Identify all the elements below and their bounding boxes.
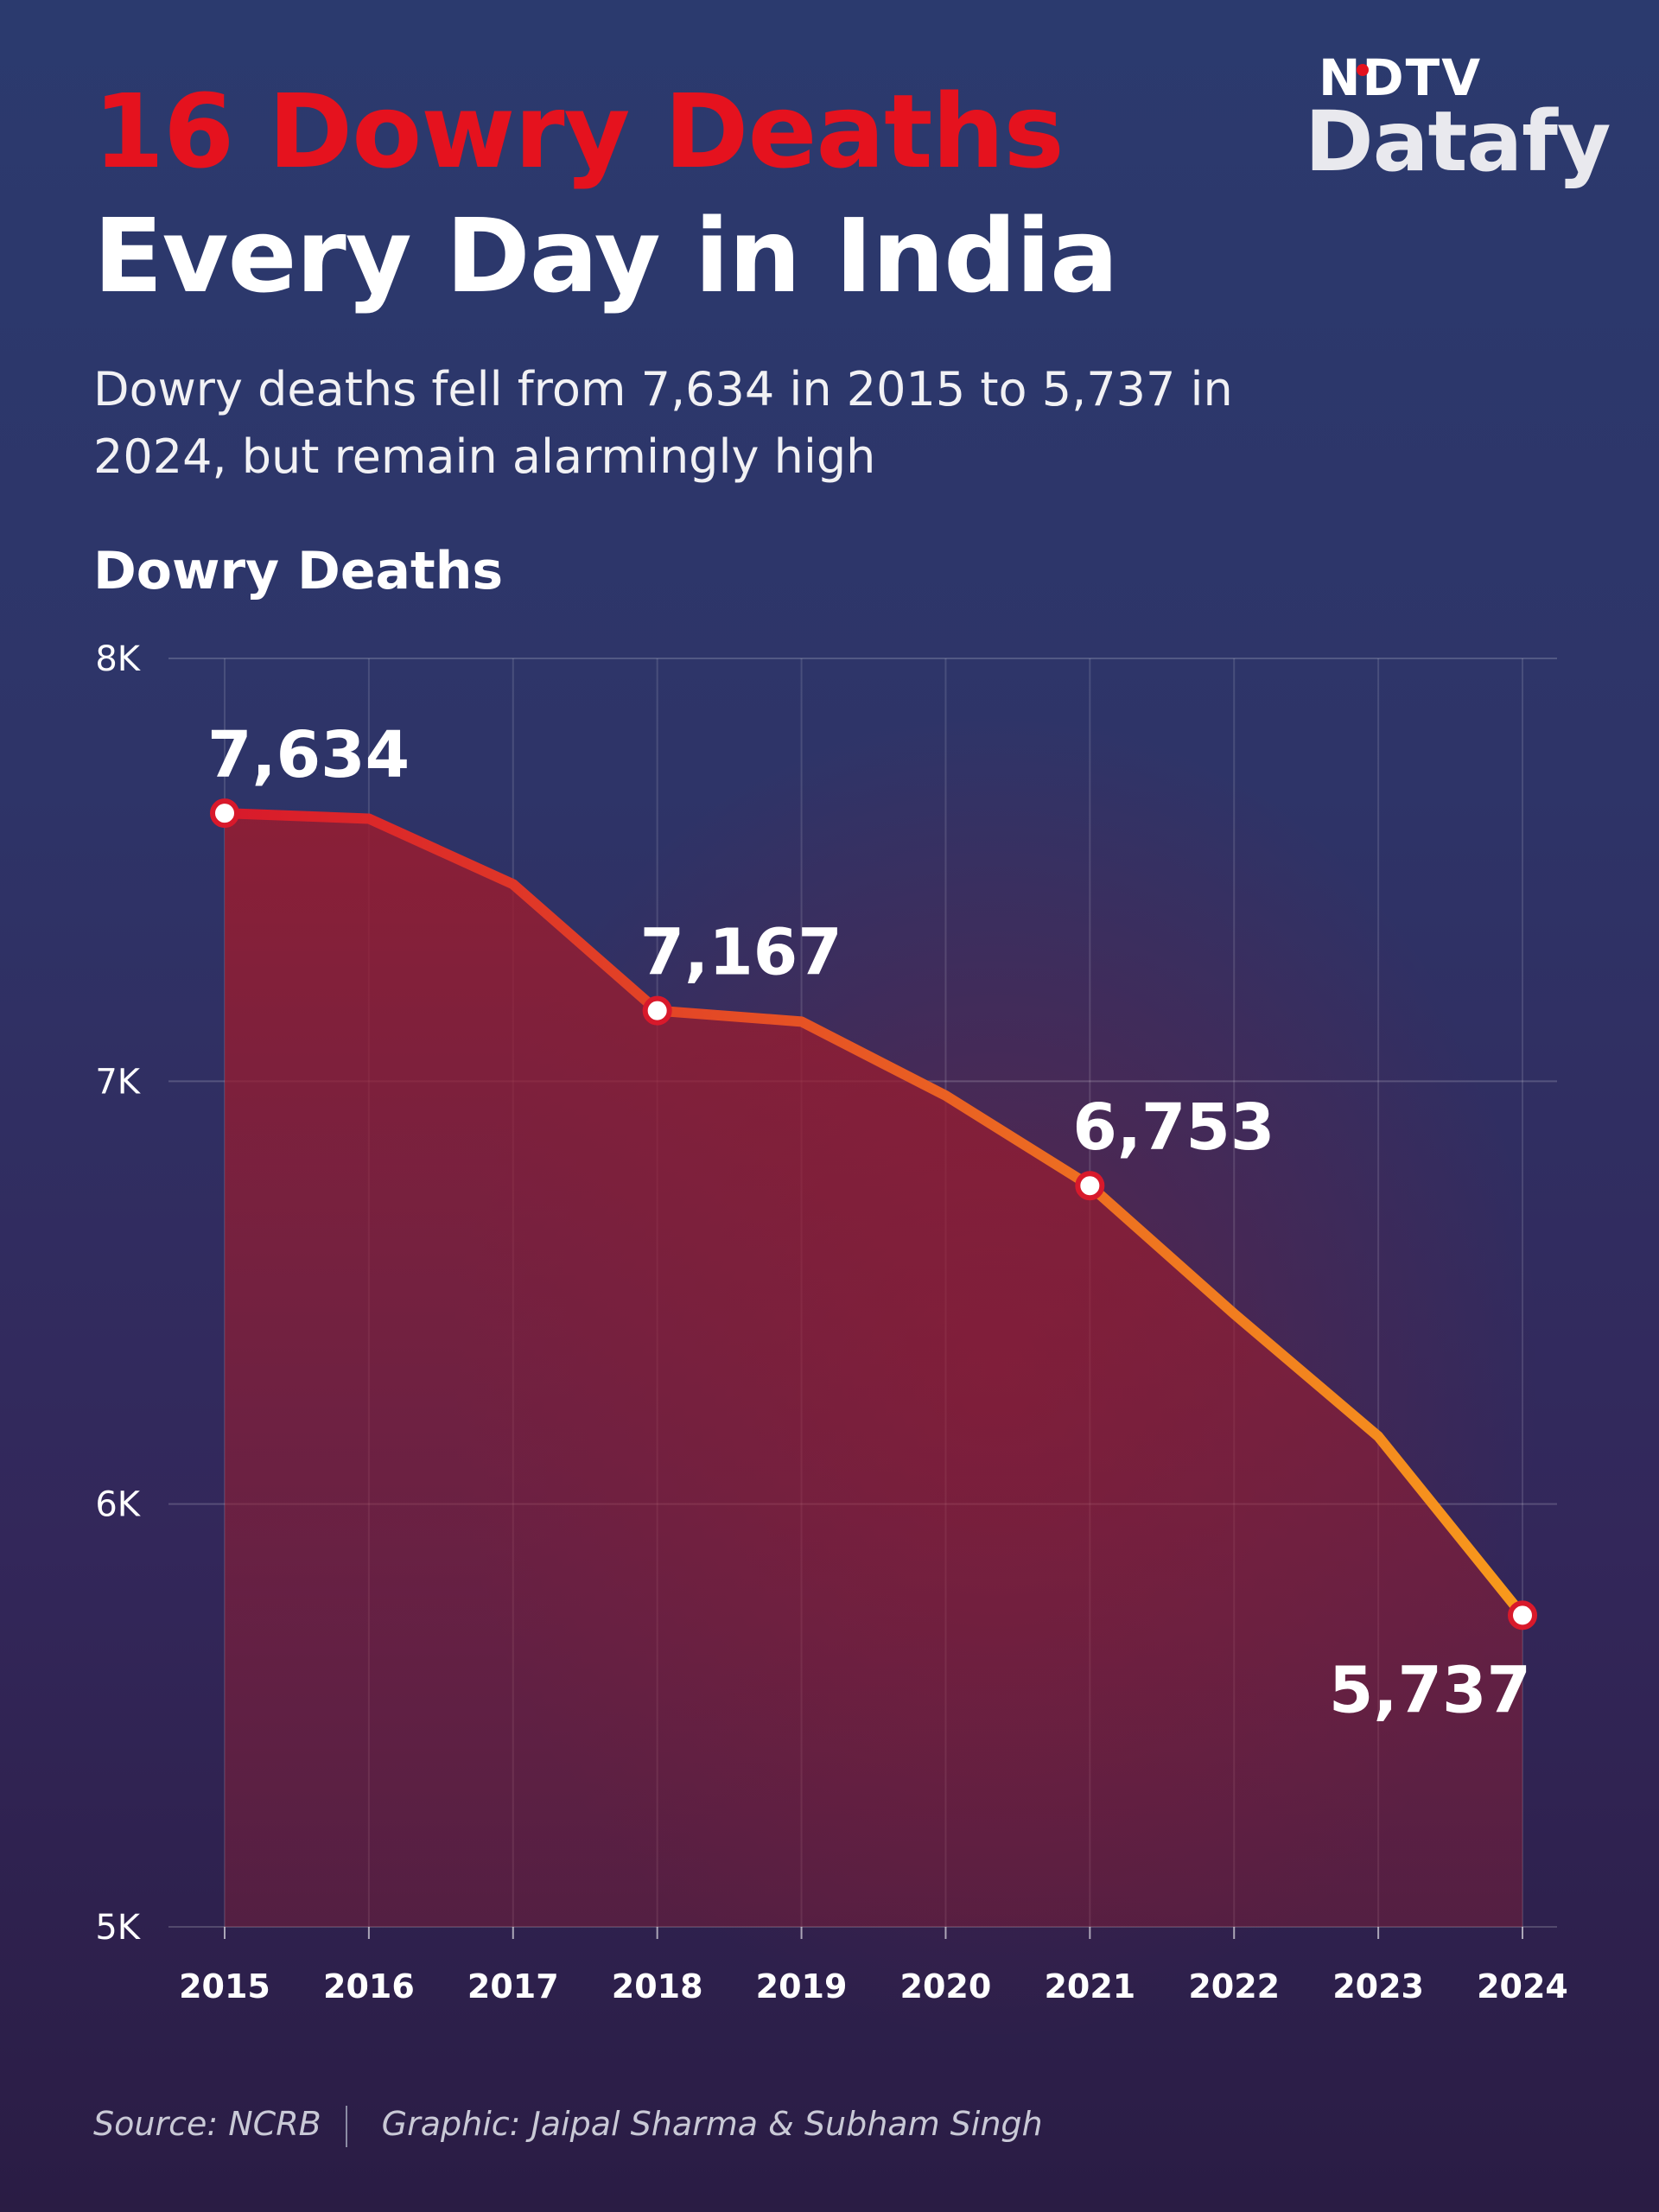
footer: Source: NCRB Graphic: Jaipal Sharma & Sub… — [93, 2105, 1043, 2147]
x-tick-label: 2021 — [1044, 1967, 1135, 2005]
chart-title: Dowry Deaths — [93, 541, 504, 601]
subtitle: Dowry deaths fell from 7,634 in 2015 to … — [93, 362, 1233, 484]
data-point-2015 — [210, 798, 239, 829]
credit-text: Graphic: Jaipal Sharma & Subham Singh — [381, 2105, 1043, 2143]
logo-dot — [1357, 64, 1369, 76]
x-tick-label: 2015 — [179, 1967, 270, 2005]
y-tick-label: 7K — [95, 1062, 141, 1102]
data-label-2024: 5,737 — [1329, 1653, 1531, 1727]
line-chart-svg: 5K 6K 7K 8K 2015 2016 2017 2018 2019 2020 2021 2022… — [95, 639, 1568, 2005]
y-tick-label: 6K — [95, 1485, 141, 1525]
line-chart: 5K 6K 7K 8K 2015 2016 2017 2018 2019 2020 2021 2022… — [0, 605, 1659, 2074]
x-tick-label: 2017 — [467, 1967, 559, 2005]
logo-ndtv-text: NDTV — [1319, 48, 1483, 107]
data-point-2024 — [1508, 1600, 1537, 1630]
data-label-2018: 7,167 — [640, 916, 842, 990]
title-highlight: 16 Dowry Deaths — [93, 72, 1065, 191]
ndtv-datafy-logo: NDTV Datafy — [1305, 48, 1633, 195]
area-fill — [225, 813, 1522, 1928]
x-tick-label: 2016 — [323, 1967, 415, 2005]
y-tick-label: 5K — [95, 1908, 141, 1948]
data-point-2021 — [1075, 1171, 1105, 1201]
title-main: Every Day in India — [93, 196, 1119, 315]
x-tick-label: 2018 — [612, 1967, 703, 2005]
series-line — [219, 808, 1528, 1621]
footer-divider — [345, 2105, 347, 2147]
data-label-2015: 7,634 — [207, 718, 410, 792]
logo-datafy-text: Datafy — [1305, 93, 1611, 190]
x-tick-label: 2024 — [1477, 1967, 1568, 2005]
data-point-2018 — [642, 995, 672, 1026]
data-label-2021: 6,753 — [1072, 1090, 1274, 1165]
source-text: Source: NCRB — [93, 2105, 321, 2143]
x-tick-label: 2022 — [1188, 1967, 1280, 2005]
y-tick-label: 8K — [95, 639, 141, 679]
x-tick-label: 2019 — [756, 1967, 848, 2005]
x-tick-label: 2023 — [1332, 1967, 1424, 2005]
x-tick-label: 2020 — [900, 1967, 992, 2005]
